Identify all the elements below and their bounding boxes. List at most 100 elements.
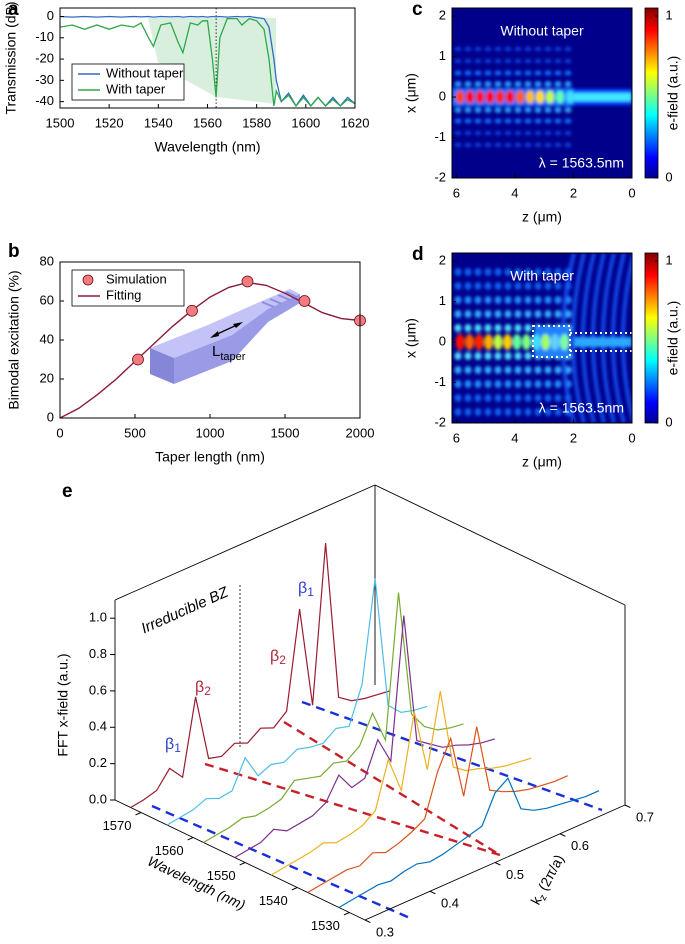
field-spot bbox=[525, 90, 535, 104]
field-lobe bbox=[514, 130, 522, 136]
field-lobe bbox=[564, 107, 572, 114]
field-lobe bbox=[534, 394, 542, 403]
field-lobe bbox=[514, 268, 522, 277]
wavelength-axis bbox=[114, 799, 366, 921]
field-lobe bbox=[534, 118, 542, 124]
field-lobe bbox=[564, 46, 572, 52]
legend-label: With taper bbox=[106, 81, 166, 96]
panel-title: With taper bbox=[510, 268, 574, 284]
field-lobe bbox=[484, 352, 492, 361]
field-lobe bbox=[514, 408, 522, 417]
field-lobe bbox=[564, 81, 572, 88]
field-lobe bbox=[564, 118, 572, 124]
field-lobe bbox=[464, 310, 472, 319]
y-tick-label: 0 bbox=[47, 409, 54, 424]
field-lobe bbox=[524, 310, 532, 319]
field-lobe bbox=[504, 380, 512, 389]
x-axis-label: z (μm) bbox=[522, 454, 562, 470]
field-lobe bbox=[484, 70, 492, 76]
y-tick-label: 0 bbox=[47, 8, 54, 23]
box-edge bbox=[374, 484, 626, 606]
field-lobe bbox=[484, 324, 492, 333]
field-lobe bbox=[524, 282, 532, 291]
x-tick-label: 1560 bbox=[193, 115, 222, 130]
field-lobe bbox=[544, 366, 552, 375]
series-line bbox=[60, 15, 355, 108]
kz-tick-label: 0.3 bbox=[376, 924, 394, 939]
field-lobe bbox=[534, 268, 542, 277]
field-lobe bbox=[544, 408, 552, 417]
field-lobe bbox=[534, 46, 542, 52]
field-spot bbox=[465, 334, 474, 351]
panel-letter: b bbox=[8, 241, 20, 262]
field-lobe bbox=[544, 296, 552, 305]
z-tick-label: 0.2 bbox=[89, 755, 107, 770]
x-axis-label: Wavelength (nm) bbox=[154, 139, 260, 155]
field-lobe bbox=[484, 310, 492, 319]
y-axis-label: Transmission (dB) bbox=[3, 1, 19, 114]
kz-tick bbox=[429, 890, 436, 895]
peak-label-sub: 1 bbox=[307, 585, 314, 599]
y-tick-label: 1 bbox=[439, 293, 446, 308]
peak-label-main: β bbox=[298, 580, 307, 597]
x-tick-label: 1000 bbox=[196, 425, 225, 440]
field-lobe bbox=[524, 380, 532, 389]
peak-label-sub: 2 bbox=[279, 653, 286, 667]
field-lobe bbox=[464, 380, 472, 389]
peak-label: β1 bbox=[165, 736, 181, 755]
y-tick-label: 1 bbox=[439, 48, 446, 63]
data-point bbox=[298, 295, 311, 307]
field-lobe bbox=[544, 282, 552, 291]
mode-guides bbox=[151, 700, 603, 920]
field-lobe bbox=[504, 58, 512, 64]
annotation: λ = 1563.5nm bbox=[539, 400, 624, 416]
peak-label-sub: 1 bbox=[174, 741, 181, 755]
x-tick-label: 0 bbox=[628, 185, 635, 200]
series-line bbox=[60, 17, 355, 107]
field-lobe bbox=[454, 282, 462, 291]
annotation: λ = 1563.5nm bbox=[539, 155, 624, 171]
field-spot bbox=[484, 334, 493, 351]
field-lobe bbox=[474, 142, 482, 148]
field-lobe bbox=[554, 130, 562, 136]
y-tick-label: -2 bbox=[434, 414, 446, 429]
peak-label: β2 bbox=[270, 648, 286, 667]
x-tick-label: 4 bbox=[511, 430, 518, 445]
field-lobe bbox=[454, 81, 462, 88]
field-lobe bbox=[494, 130, 502, 136]
field-lobe bbox=[524, 408, 532, 417]
annotation: Irreducible BZ bbox=[139, 583, 232, 637]
field-lobe bbox=[544, 142, 552, 148]
field-lobe bbox=[474, 118, 482, 124]
field-lobe bbox=[464, 142, 472, 148]
taper-inset bbox=[150, 289, 300, 384]
panel-letter: a bbox=[8, 0, 19, 20]
field-lobe bbox=[454, 324, 462, 333]
field-lobe bbox=[504, 324, 512, 333]
field-lobe bbox=[554, 380, 562, 389]
field-lobe bbox=[524, 394, 532, 403]
field-spot bbox=[541, 334, 550, 351]
field-lobe bbox=[454, 408, 462, 417]
field-lobe bbox=[534, 282, 542, 291]
field-lobe bbox=[554, 46, 562, 52]
field-lobe bbox=[474, 282, 482, 291]
field-lobe bbox=[514, 70, 522, 76]
field-lobe bbox=[464, 352, 472, 361]
wavelength-tick-label: 1560 bbox=[155, 843, 184, 858]
field-lobe bbox=[474, 394, 482, 403]
box-edge bbox=[114, 484, 376, 601]
field-lobe bbox=[534, 296, 542, 305]
z-axis-label: FFT x-field (a.u.) bbox=[55, 653, 71, 756]
field-lobe bbox=[554, 58, 562, 64]
field-lobe bbox=[554, 394, 562, 403]
field-lobe bbox=[484, 394, 492, 403]
field-lobe bbox=[544, 107, 552, 114]
field-lobe bbox=[534, 130, 542, 136]
kz-tick bbox=[559, 833, 566, 837]
kz-label-unit: (2π/a) bbox=[535, 852, 567, 893]
field-lobe bbox=[494, 268, 502, 277]
field-lobe bbox=[464, 366, 472, 375]
y-tick-label: -1 bbox=[434, 374, 446, 389]
